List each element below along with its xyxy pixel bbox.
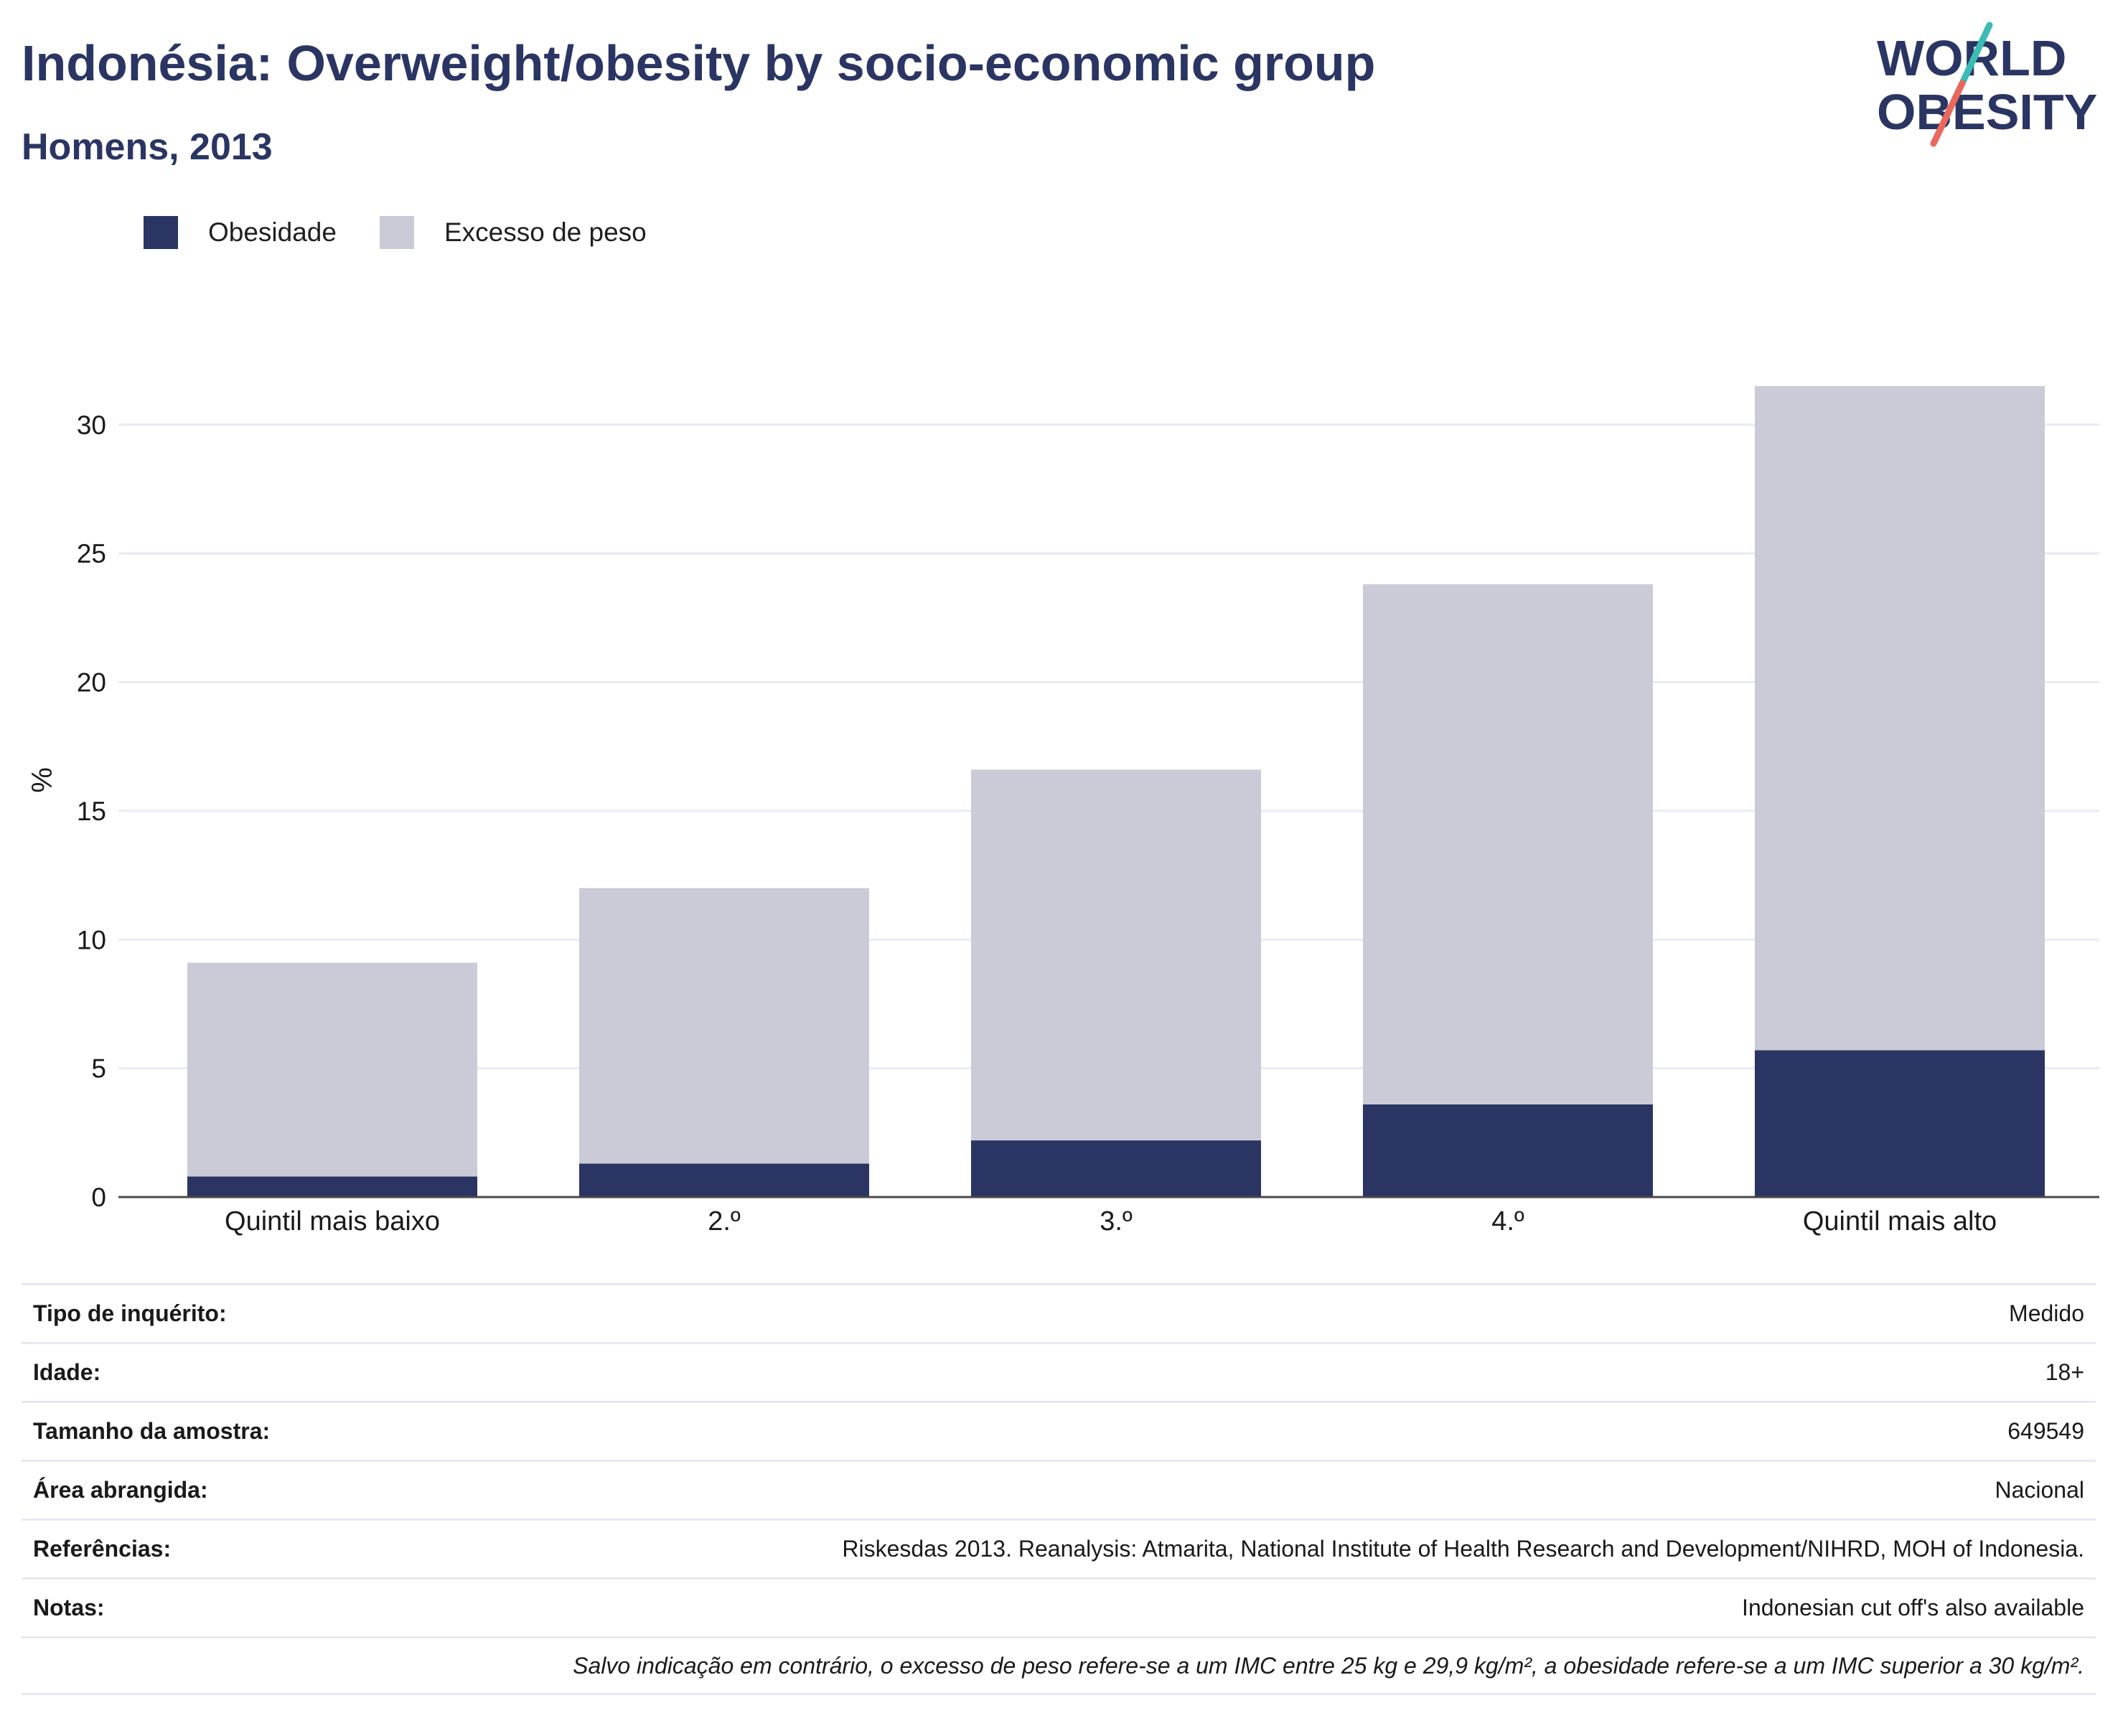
bar-segment-obesidade[interactable] [578, 1163, 870, 1197]
bar-segment-excesso-de-peso[interactable] [187, 962, 478, 1177]
x-tick-label: 4.º [1491, 1206, 1524, 1237]
bar-segment-excesso-de-peso[interactable] [970, 769, 1262, 1141]
meta-key: Notas: [33, 1595, 105, 1620]
meta-row-age: Idade: 18+ [22, 1342, 2096, 1401]
y-tick-label: 25 [77, 539, 106, 568]
bars [187, 385, 2045, 1197]
bar-segment-excesso-de-peso[interactable] [1754, 385, 2045, 1051]
y-axis-label: % [27, 767, 58, 793]
y-tick-label: 15 [77, 797, 106, 826]
chart-title: Indonésia: Overweight/obesity by socio-e… [22, 35, 1376, 91]
legend-label-excesso-de-peso: Excesso de peso [444, 217, 647, 247]
meta-row-references: Referências: Riskesdas 2013. Reanalysis:… [22, 1519, 2096, 1577]
x-tick-label: Quintil mais alto [1803, 1206, 1997, 1237]
y-tick-label: 0 [91, 1183, 106, 1212]
bar-segment-obesidade[interactable] [970, 1140, 1262, 1197]
y-tick-label: 5 [91, 1054, 106, 1084]
stacked-bar-chart: 0 5 10 15 20 25 30 % Quintil mais baixo 2.º 3.º 4… [27, 385, 2099, 1237]
meta-value: Riskesdas 2013. Reanalysis: Atmarita, Na… [842, 1536, 2084, 1562]
meta-row-sample-size: Tamanho da amostra: 649549 [22, 1401, 2096, 1460]
meta-footnote: Salvo indicação em contrário, o excesso … [22, 1636, 2096, 1695]
x-tick-label: Quintil mais baixo [225, 1206, 440, 1237]
legend-item-excesso-de-peso[interactable]: Excesso de peso [379, 216, 647, 249]
bar-segment-obesidade[interactable] [1362, 1104, 1654, 1197]
y-tick-label: 10 [77, 925, 106, 954]
legend-item-obesidade[interactable]: Obesidade [144, 216, 337, 249]
legend-label-obesidade: Obesidade [208, 217, 337, 247]
legend-swatch-excesso-de-peso [379, 216, 414, 249]
meta-value: 18+ [2045, 1359, 2084, 1385]
logo-slash-teal [1959, 22, 1993, 87]
chart-subtitle: Homens, 2013 [22, 126, 273, 168]
bar-segment-excesso-de-peso[interactable] [578, 888, 870, 1164]
chart-legend: Obesidade Excesso de peso [144, 211, 690, 254]
meta-row-survey-type: Tipo de inquérito: Medido [22, 1283, 2096, 1342]
meta-value: Nacional [1995, 1477, 2084, 1503]
meta-value: 649549 [2007, 1418, 2084, 1444]
y-tick-label: 20 [77, 668, 106, 698]
logo-word-obesity: OBESITY [1877, 84, 2097, 140]
bar-segment-obesidade[interactable] [187, 1176, 478, 1197]
footnote-text: Salvo indicação em contrário, o excesso … [573, 1652, 2084, 1679]
x-tick-label: 2.º [708, 1206, 741, 1237]
meta-value: Indonesian cut off's also available [1742, 1595, 2084, 1620]
meta-row-area: Área abrangida: Nacional [22, 1460, 2096, 1519]
bar-segment-excesso-de-peso[interactable] [1362, 584, 1654, 1104]
x-axis-ticks: Quintil mais baixo 2.º 3.º 4.º Quintil mais … [225, 1206, 1997, 1237]
meta-key: Área abrangida: [33, 1477, 208, 1503]
meta-key: Tamanho da amostra: [33, 1418, 271, 1444]
y-tick-label: 30 [77, 410, 106, 440]
survey-details-table: Tipo de inquérito: Medido Idade: 18+ Tam… [22, 1283, 2096, 1695]
world-obesity-logo: WORLD OBESITY [1877, 22, 2097, 147]
meta-value: Medido [2009, 1300, 2084, 1326]
legend-swatch-obesidade [144, 216, 178, 249]
bar-segment-obesidade[interactable] [1754, 1050, 2045, 1197]
meta-key: Referências: [33, 1536, 172, 1562]
logo-slash-red [1930, 80, 1966, 147]
x-tick-label: 3.º [1100, 1206, 1133, 1237]
meta-key: Idade: [33, 1359, 101, 1385]
meta-key: Tipo de inquérito: [33, 1300, 227, 1326]
meta-row-notes: Notas: Indonesian cut off's also availab… [22, 1577, 2096, 1636]
y-axis-ticks: 0 5 10 15 20 25 30 [77, 410, 106, 1212]
